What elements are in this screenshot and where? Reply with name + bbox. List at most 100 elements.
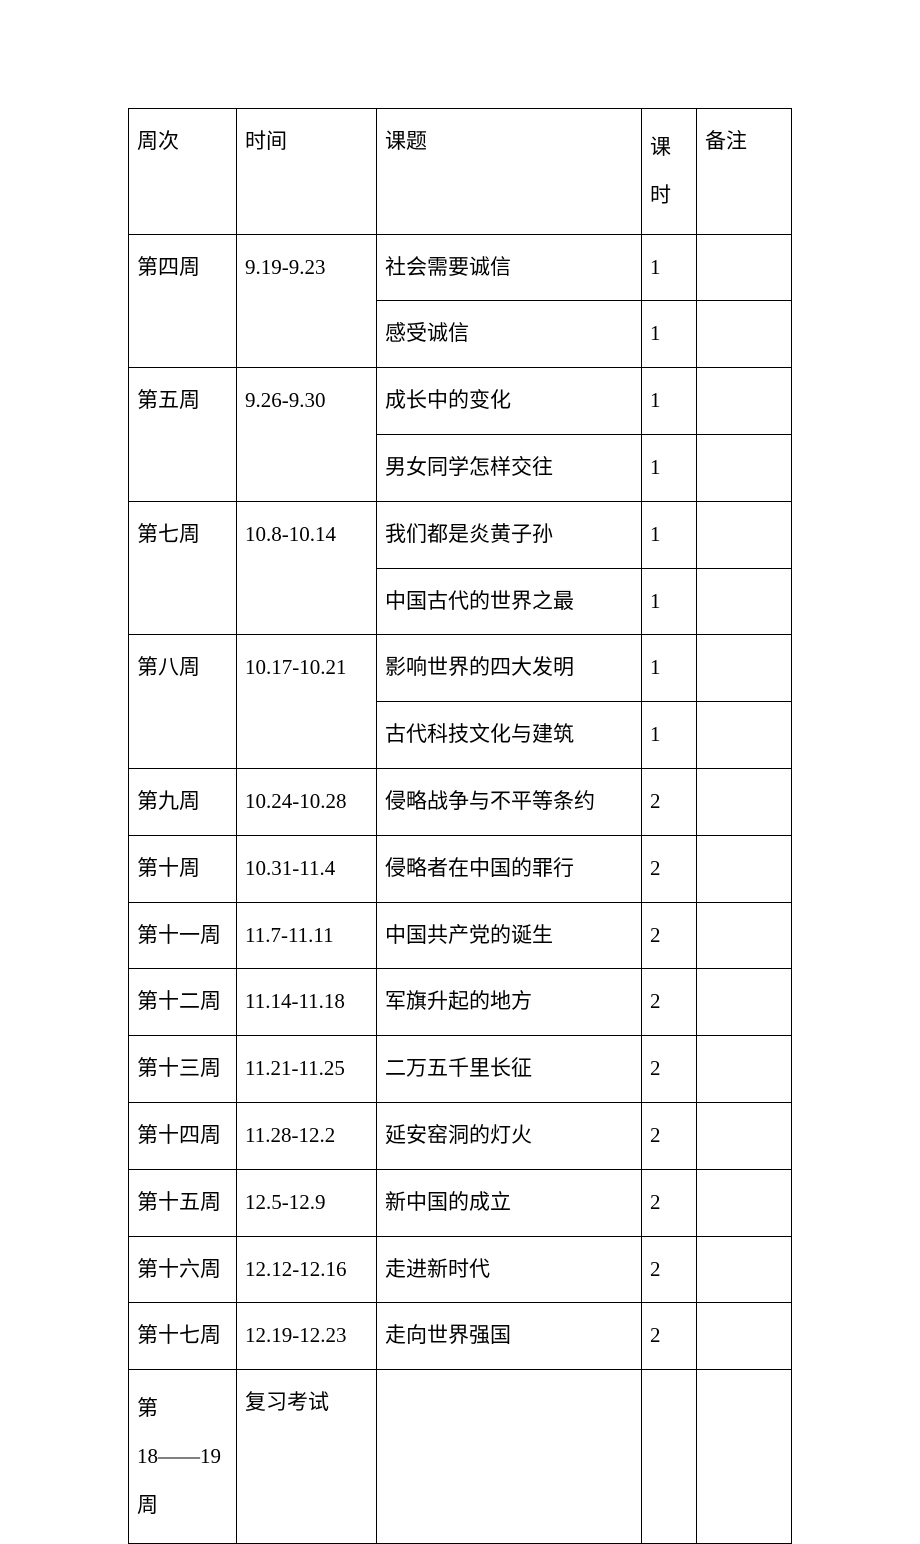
cell-hours: 1 [642,501,697,568]
cell-hours: 2 [642,1169,697,1236]
cell-hours: 2 [642,1102,697,1169]
cell-note [697,568,792,635]
cell-week: 第十五周 [129,1169,237,1236]
cell-week: 第四周 [129,234,237,368]
cell-hours: 2 [642,902,697,969]
cell-week: 第十三周 [129,1036,237,1103]
cell-note [697,301,792,368]
header-time: 时间 [237,109,377,235]
cell-hours: 1 [642,568,697,635]
cell-topic: 侵略战争与不平等条约 [377,768,642,835]
cell-topic: 社会需要诚信 [377,234,642,301]
cell-note [697,702,792,769]
cell-week: 第十四周 [129,1102,237,1169]
table-row: 第十七周12.19-12.23走向世界强国2 [129,1303,792,1370]
cell-time: 12.5-12.9 [237,1169,377,1236]
schedule-table: 周次时间课题课 时备注第四周9.19-9.23社会需要诚信1感受诚信1第五周9.… [128,108,792,1544]
cell-topic: 影响世界的四大发明 [377,635,642,702]
cell-topic [377,1370,642,1544]
cell-week: 第八周 [129,635,237,769]
cell-hours: 1 [642,702,697,769]
table-row: 第七周10.8-10.14我们都是炎黄子孙1 [129,501,792,568]
cell-topic: 成长中的变化 [377,368,642,435]
table-header-row: 周次时间课题课 时备注 [129,109,792,235]
cell-topic: 走向世界强国 [377,1303,642,1370]
cell-hours: 2 [642,768,697,835]
table-body: 周次时间课题课 时备注第四周9.19-9.23社会需要诚信1感受诚信1第五周9.… [129,109,792,1544]
cell-time: 12.12-12.16 [237,1236,377,1303]
table-row: 第四周9.19-9.23社会需要诚信1 [129,234,792,301]
cell-note [697,501,792,568]
cell-topic: 延安窑洞的灯火 [377,1102,642,1169]
cell-hours: 2 [642,835,697,902]
table-row: 第十五周12.5-12.9新中国的成立2 [129,1169,792,1236]
cell-week: 第五周 [129,368,237,502]
cell-hours: 2 [642,969,697,1036]
table-row: 第十四周11.28-12.2延安窑洞的灯火2 [129,1102,792,1169]
table-row: 第十周10.31-11.4侵略者在中国的罪行2 [129,835,792,902]
cell-topic: 军旗升起的地方 [377,969,642,1036]
cell-topic: 中国古代的世界之最 [377,568,642,635]
cell-topic: 男女同学怎样交往 [377,434,642,501]
table-row: 第十三周11.21-11.25二万五千里长征2 [129,1036,792,1103]
cell-week: 第十七周 [129,1303,237,1370]
cell-topic: 我们都是炎黄子孙 [377,501,642,568]
cell-hours: 1 [642,368,697,435]
cell-time: 复习考试 [237,1370,377,1544]
cell-note [697,1036,792,1103]
cell-topic: 中国共产党的诞生 [377,902,642,969]
cell-week: 第十六周 [129,1236,237,1303]
cell-time: 11.21-11.25 [237,1036,377,1103]
cell-time: 11.7-11.11 [237,902,377,969]
cell-time: 9.19-9.23 [237,234,377,368]
header-topic: 课题 [377,109,642,235]
cell-note [697,1236,792,1303]
cell-hours: 2 [642,1236,697,1303]
cell-topic: 感受诚信 [377,301,642,368]
cell-note [697,768,792,835]
cell-time: 10.24-10.28 [237,768,377,835]
table-row: 第五周9.26-9.30成长中的变化1 [129,368,792,435]
cell-note [697,902,792,969]
cell-note [697,835,792,902]
cell-time: 10.17-10.21 [237,635,377,769]
cell-note [697,1370,792,1544]
cell-hours: 1 [642,234,697,301]
cell-hours [642,1370,697,1544]
table-row: 第 18——19 周复习考试 [129,1370,792,1544]
cell-time: 10.8-10.14 [237,501,377,635]
cell-time: 11.28-12.2 [237,1102,377,1169]
cell-topic: 侵略者在中国的罪行 [377,835,642,902]
cell-topic: 新中国的成立 [377,1169,642,1236]
table-row: 第八周10.17-10.21影响世界的四大发明1 [129,635,792,702]
cell-time: 10.31-11.4 [237,835,377,902]
cell-week: 第九周 [129,768,237,835]
table-row: 第十一周11.7-11.11中国共产党的诞生2 [129,902,792,969]
header-note: 备注 [697,109,792,235]
cell-hours: 1 [642,635,697,702]
cell-note [697,969,792,1036]
cell-hours: 1 [642,301,697,368]
table-row: 第十二周11.14-11.18军旗升起的地方2 [129,969,792,1036]
cell-topic: 走进新时代 [377,1236,642,1303]
cell-week: 第十二周 [129,969,237,1036]
cell-note [697,1102,792,1169]
table-row: 第十六周12.12-12.16走进新时代2 [129,1236,792,1303]
cell-topic: 古代科技文化与建筑 [377,702,642,769]
cell-time: 9.26-9.30 [237,368,377,502]
cell-week: 第十一周 [129,902,237,969]
cell-time: 11.14-11.18 [237,969,377,1036]
cell-hours: 2 [642,1036,697,1103]
cell-note [697,368,792,435]
cell-time: 12.19-12.23 [237,1303,377,1370]
cell-week: 第 18——19 周 [129,1370,237,1544]
cell-note [697,434,792,501]
cell-topic: 二万五千里长征 [377,1036,642,1103]
cell-note [697,1169,792,1236]
cell-week: 第七周 [129,501,237,635]
header-hours: 课 时 [642,109,697,235]
cell-week: 第十周 [129,835,237,902]
cell-hours: 1 [642,434,697,501]
table-row: 第九周10.24-10.28侵略战争与不平等条约2 [129,768,792,835]
cell-note [697,1303,792,1370]
